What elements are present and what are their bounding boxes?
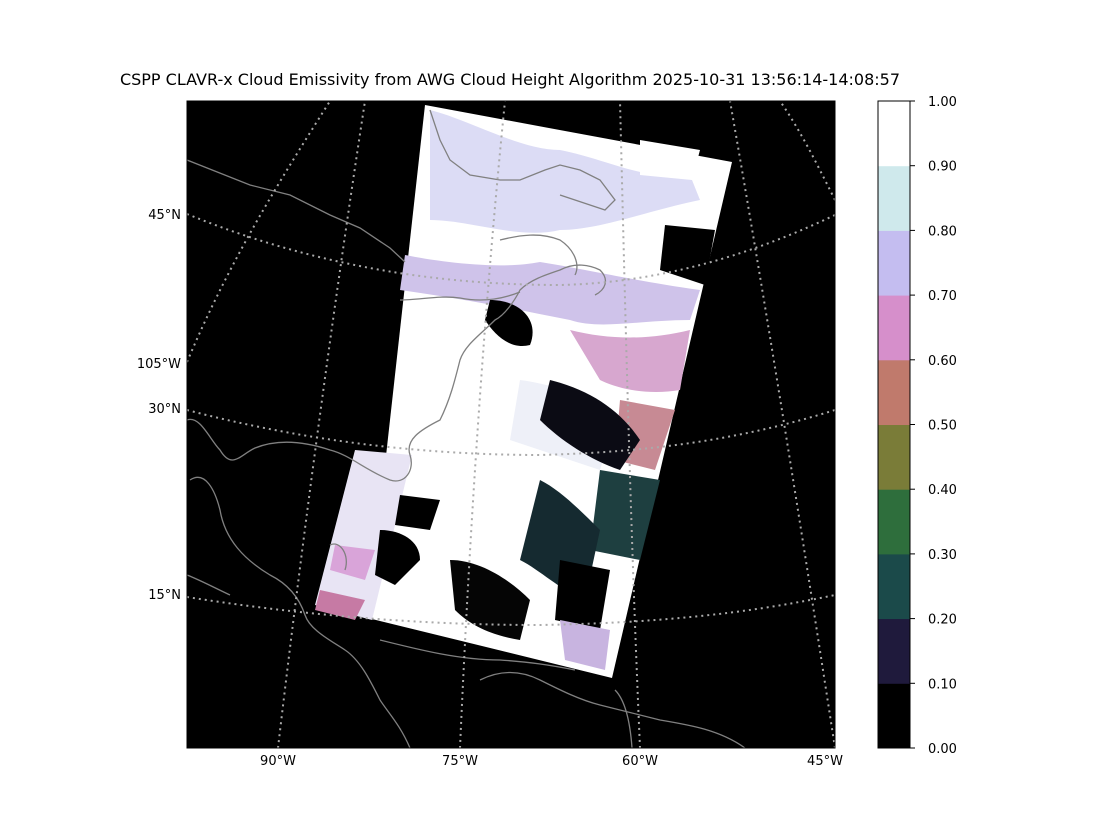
colorbar-tick-label: 0.40 [928, 483, 957, 498]
colorbar-tick-label: 0.90 [928, 160, 957, 175]
colorbar-segment [878, 359, 910, 425]
colorbar-tick-label: 0.20 [928, 613, 957, 628]
colorbar-segment [878, 618, 910, 684]
colorbar-tick-label: 0.70 [928, 289, 957, 304]
colorbar-tick-label: 0.30 [928, 548, 957, 563]
lat-label-15n: 15°N [148, 588, 181, 603]
colorbar-tick-label: 0.10 [928, 677, 957, 692]
colorbar-tick-label: 0.50 [928, 419, 957, 434]
colorbar-tick-label: 0.80 [928, 224, 957, 239]
lon-label-90w: 90°W [260, 754, 296, 769]
map-title: CSPP CLAVR-x Cloud Emissivity from AWG C… [119, 70, 901, 89]
colorbar-tick-label: 0.60 [928, 354, 957, 369]
coastlines [187, 109, 746, 748]
lon-label-105w: 105°W [137, 357, 181, 372]
lon-label-60w: 60°W [622, 754, 658, 769]
lon-label-45w: 45°W [807, 754, 843, 769]
longitude-labels: 90°W 75°W 60°W 45°W [260, 754, 843, 769]
colorbar-segment [878, 230, 910, 296]
colorbar-segment [878, 295, 910, 361]
colorbar-segment [878, 424, 910, 490]
colorbar-segment [878, 683, 910, 749]
colorbar-segment [878, 165, 910, 231]
colorbar-segment [878, 101, 910, 167]
latitude-labels: 45°N 30°N 15°N [148, 208, 181, 603]
lat-label-45n: 45°N [148, 208, 181, 223]
lon-label-75w: 75°W [442, 754, 478, 769]
colorbar-segment [878, 553, 910, 620]
colorbar-tick-label: 0.00 [928, 742, 957, 757]
colorbar: 0.00 0.10 0.20 0.30 0.40 0.50 0.60 0.70 0.80 0.90… [877, 95, 957, 757]
colorbar-segment [878, 489, 910, 555]
colorbar-tick-label: 1.00 [928, 95, 957, 110]
lat-label-30n: 30°N [148, 402, 181, 417]
graticule [187, 101, 835, 748]
map-frame [186, 100, 836, 749]
